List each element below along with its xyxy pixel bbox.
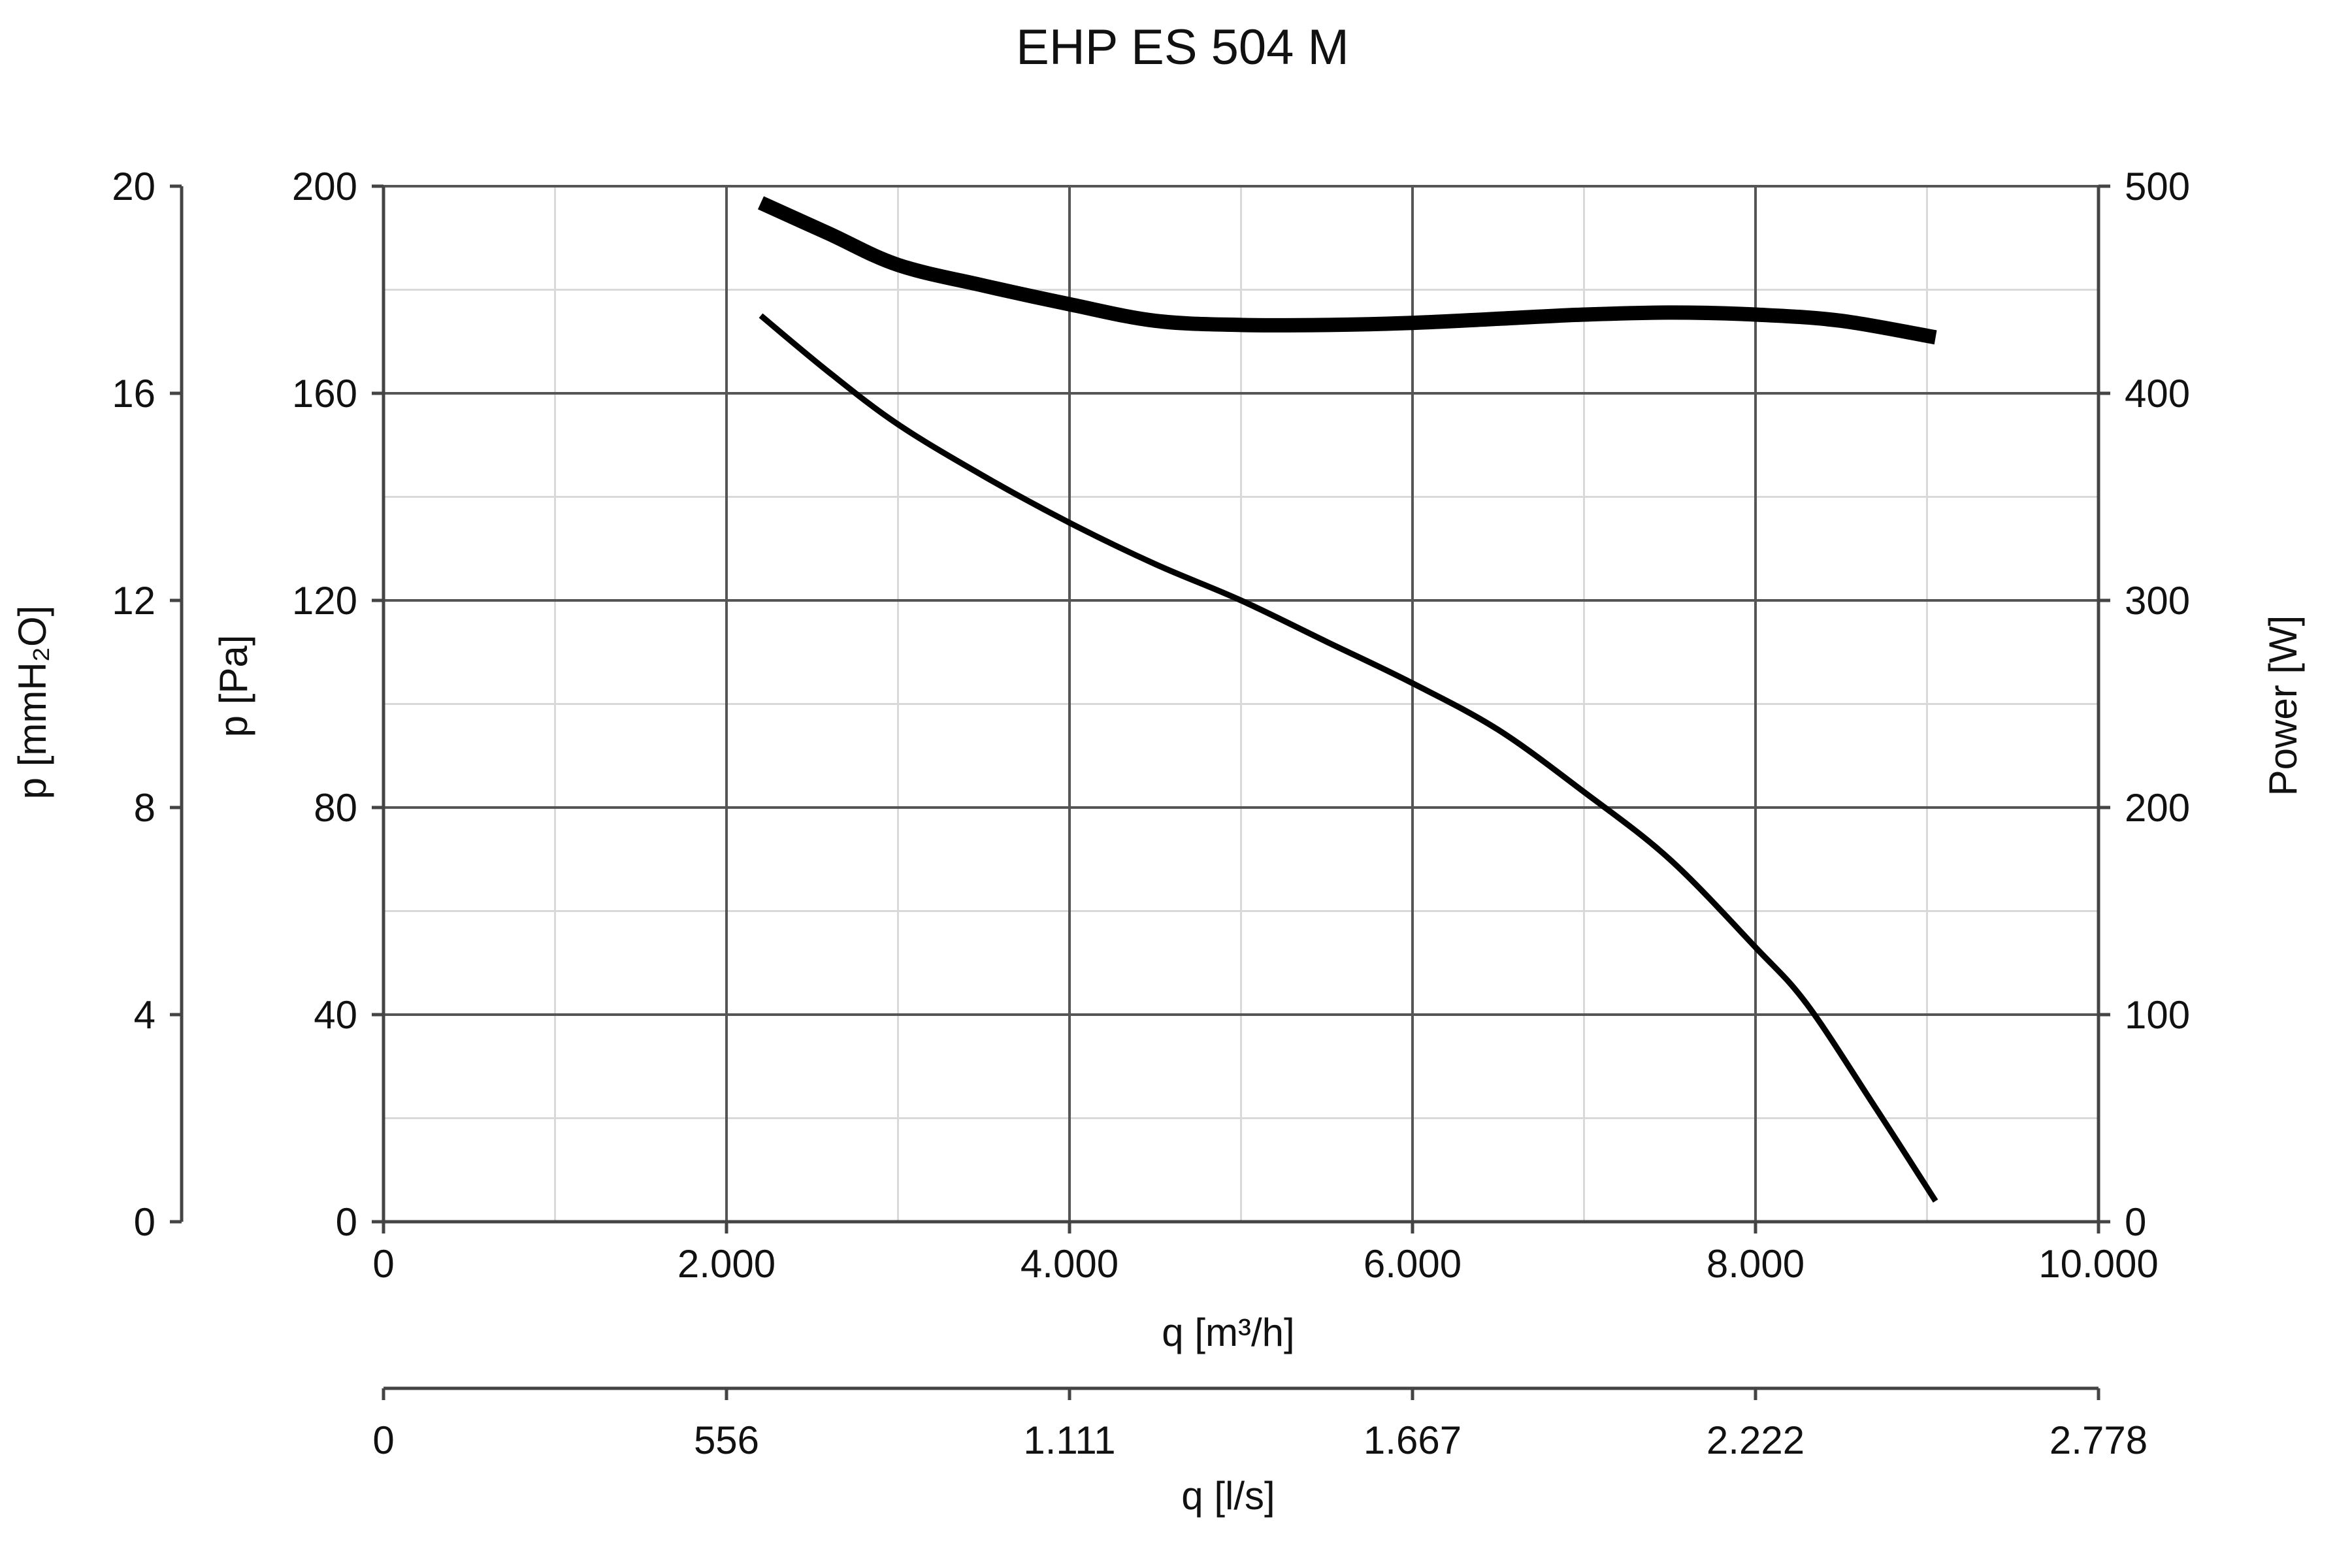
y-left-outer-tick-label: 16: [112, 372, 155, 416]
y-right-tick-label: 100: [2125, 993, 2190, 1037]
y-right-tick-label: 300: [2125, 579, 2190, 623]
y-left-tick-label: 80: [314, 786, 357, 830]
x-tick-label: 10.000: [2038, 1242, 2159, 1286]
x-secondary-tick-label: 0: [372, 1418, 394, 1462]
y-right-tick-label: 400: [2125, 372, 2190, 416]
y-left-tick-label: 120: [292, 579, 357, 623]
y-right-tick-label: 0: [2125, 1200, 2146, 1244]
y-left-outer-tick-label: 12: [112, 579, 155, 623]
pressure-curve: [759, 313, 1938, 1203]
x-secondary-tick-label: 2.222: [1707, 1418, 1805, 1462]
chart-title: EHP ES 504 M: [1016, 20, 1349, 75]
x-tick-label: 8.000: [1707, 1242, 1805, 1286]
y-right-tick-label: 200: [2125, 786, 2190, 830]
x-axis-secondary-label: q [l/s]: [1181, 1474, 1275, 1518]
y-axis-left-label: p [Pa]: [212, 635, 255, 738]
x-tick-label: 0: [372, 1242, 394, 1286]
y-axis-right-label: Power [W]: [2261, 615, 2305, 796]
y-left-tick-label: 160: [292, 372, 357, 416]
x-axis-label: q [m³/h]: [1162, 1311, 1294, 1354]
y-left-tick-label: 200: [292, 165, 357, 208]
x-secondary-tick-label: 1.667: [1364, 1418, 1462, 1462]
y-left-outer-tick-label: 4: [134, 993, 155, 1037]
x-tick-label: 4.000: [1021, 1242, 1119, 1286]
y-left-tick-label: 0: [336, 1200, 357, 1244]
x-secondary-tick-label: 1.111: [1023, 1418, 1115, 1462]
y-left-outer-tick-label: 8: [134, 786, 155, 830]
minor-gridlines: [384, 186, 2099, 1222]
x-tick-label: 6.000: [1364, 1242, 1462, 1286]
y-left-outer-tick-label: 20: [112, 165, 155, 208]
y-left-tick-label: 40: [314, 993, 357, 1037]
curves: [757, 196, 1938, 1203]
x-secondary-tick-label: 556: [694, 1418, 759, 1462]
y-left-outer-tick-label: 0: [134, 1200, 155, 1244]
x-secondary-tick-label: 2.778: [2050, 1418, 2148, 1462]
y-right-tick-label: 500: [2125, 165, 2190, 208]
power-curve: [757, 196, 1937, 345]
x-tick-label: 2.000: [678, 1242, 776, 1286]
y-axis-left-outer-label: p [mmH₂O]: [10, 606, 54, 800]
axes: [180, 186, 2100, 1390]
